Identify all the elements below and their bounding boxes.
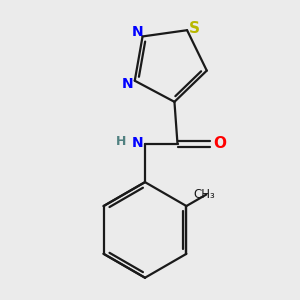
Text: O: O [213, 136, 226, 152]
Text: S: S [188, 21, 200, 36]
Text: N: N [132, 25, 144, 39]
Text: N: N [122, 77, 134, 91]
Text: CH₃: CH₃ [194, 188, 215, 201]
Text: H: H [116, 136, 127, 148]
Text: N: N [131, 136, 143, 150]
